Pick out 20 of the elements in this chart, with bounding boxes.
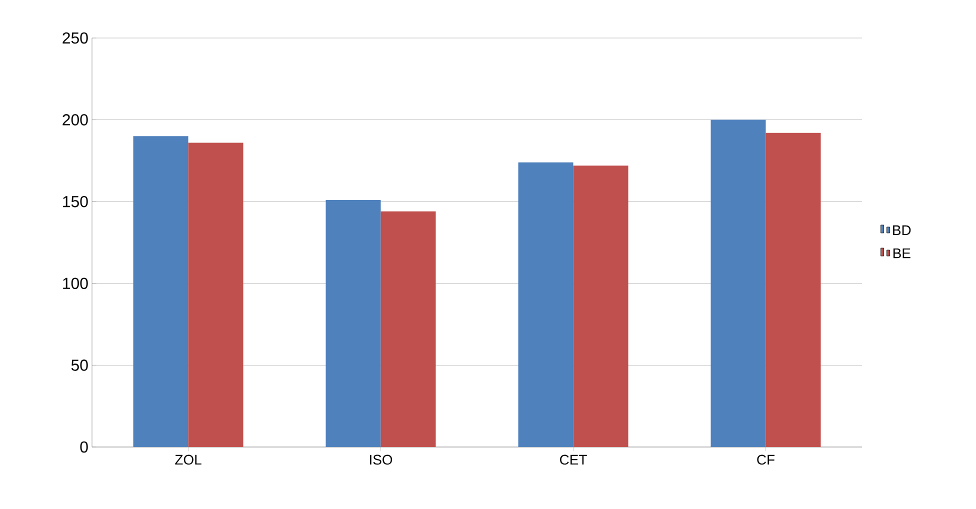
bar — [380, 211, 436, 447]
y-tick-label: 150 — [63, 196, 88, 208]
bar — [188, 142, 244, 447]
x-tick-label: ZOL — [175, 454, 202, 465]
x-tick-label: ISO — [370, 454, 392, 465]
y-tick-label: 250 — [62, 32, 88, 44]
legend-label: BD — [893, 225, 911, 236]
x-tick-label: CF — [757, 454, 774, 465]
bar — [326, 200, 381, 447]
y-tick-label: 0 — [80, 441, 88, 453]
bar — [710, 120, 766, 447]
bar — [573, 166, 628, 447]
y-tick-label: 50 — [71, 360, 88, 371]
y-tick-label: 100 — [63, 278, 88, 290]
bar — [518, 162, 574, 447]
bar — [133, 136, 188, 447]
x-tick-label: CET — [560, 454, 587, 465]
legend-label: BE — [893, 248, 910, 258]
bar — [766, 132, 821, 447]
y-tick-label: 200 — [62, 114, 88, 126]
